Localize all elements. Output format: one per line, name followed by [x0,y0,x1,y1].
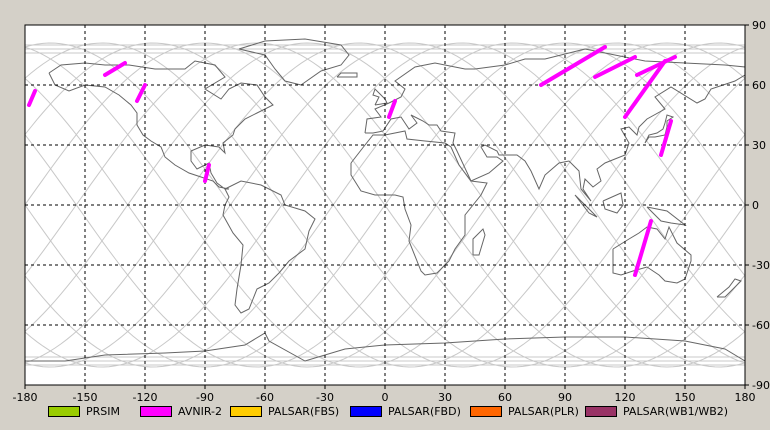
legend-item-palsar-fbs: PALSAR(FBS) [230,404,339,418]
sensor-swaths [27,45,677,277]
x-tick-label: -120 [133,391,158,404]
legend-item-palsar-fbd: PALSAR(FBD) [350,404,461,418]
coastline [364,48,746,202]
y-tick-label: 0 [752,199,759,212]
legend: PRSIM AVNIR-2 PALSAR(FBS) PALSAR(FBD) PA… [0,398,770,422]
legend-label: PALSAR(WB1/WB2) [623,404,729,418]
coastline [646,206,687,226]
swath-avnir2 [659,119,673,157]
swath-avnir2 [27,89,37,107]
y-tick-label: 60 [752,79,766,92]
coastline [48,60,274,190]
legend-item-palsar-plr: PALSAR(PLR) [470,404,579,418]
y-tick-label: -30 [752,259,770,272]
legend-swatch [140,405,172,417]
x-tick-label: -90 [196,391,214,404]
swath-avnir2 [633,219,653,277]
y-tick-label: -90 [752,379,770,392]
x-tick-label: 60 [498,391,512,404]
x-tick-label: -30 [316,391,334,404]
y-tick-label: -60 [752,319,770,332]
swath-avnir2 [593,55,637,79]
swath-avnir2 [203,163,211,183]
swath-avnir2 [623,59,667,119]
coastline [336,72,358,78]
swath-avnir2 [539,45,607,87]
coastline [350,130,488,276]
swath-avnir2 [635,55,677,77]
x-tick-label: 150 [675,391,696,404]
legend-label: PALSAR(FBS) [268,404,340,418]
legend-swatch [48,405,80,417]
y-tick-label: 90 [752,19,766,32]
x-tick-label: 120 [615,391,636,404]
coastline [238,38,350,86]
x-tick-label: -180 [13,391,38,404]
x-tick-label: 180 [735,391,756,404]
legend-label: AVNIR-2 [178,404,222,418]
legend-swatch [470,405,502,417]
x-tick-label: 30 [438,391,452,404]
coastline [612,225,692,284]
legend-swatch [585,405,617,417]
legend-item-prsim: PRSIM [48,404,120,418]
legend-label: PRSIM [86,404,120,418]
x-tick-label: -60 [256,391,274,404]
legend-label: PALSAR(FBD) [388,404,461,418]
coastline [644,114,675,144]
legend-item-avnir2: AVNIR-2 [140,404,222,418]
swath-avnir2 [103,61,127,77]
x-tick-label: -150 [73,391,98,404]
grid-lines [25,25,745,385]
x-tick-label: 0 [382,391,389,404]
coastline [716,278,742,298]
coastline [574,194,598,218]
coastline [472,228,486,256]
y-axis-ticks: 90 60 30 0 -30 -60 -90 [745,19,770,392]
coastline [372,88,388,106]
swath-avnir2 [135,83,147,103]
legend-label: PALSAR(PLR) [508,404,579,418]
x-tick-label: 90 [558,391,572,404]
swath-avnir2 [387,99,397,119]
y-tick-label: 30 [752,139,766,152]
coastline [602,192,624,214]
x-axis-ticks: -180 -150 -120 -90 -60 -30 0 30 60 90 120 150 180 [13,385,756,404]
legend-item-palsar-wb: PALSAR(WB1/WB2) [585,404,728,418]
legend-swatch [230,405,262,417]
legend-swatch [350,405,382,417]
